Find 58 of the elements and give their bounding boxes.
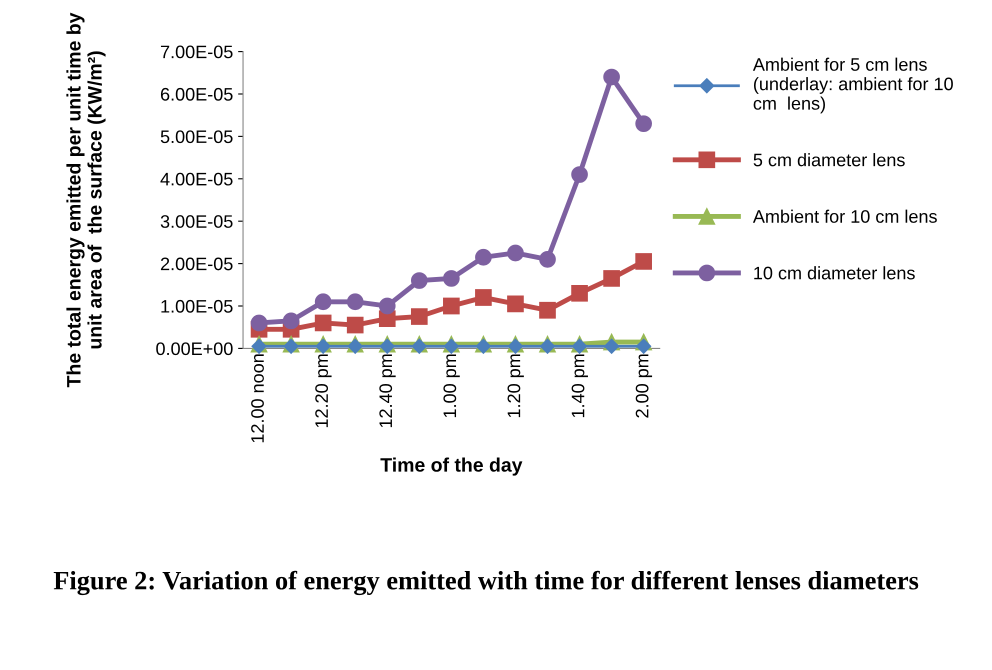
point (346, 316, 364, 334)
point (476, 338, 491, 354)
point (314, 293, 332, 310)
point (251, 338, 267, 354)
point (635, 115, 652, 132)
y-tick-label: 1.00E-05 (161, 300, 233, 313)
point (475, 248, 492, 266)
y-axis-title: The total energy emitted per unit time by unit area of the surface (KW/m²) (66, 12, 106, 388)
point (378, 298, 396, 314)
point (250, 314, 268, 332)
caption: Figure 2: Variation of energy emitted with time for different lenses diameters (54, 570, 918, 596)
point (410, 308, 428, 325)
point (572, 338, 588, 354)
point (636, 338, 652, 354)
point (475, 289, 492, 306)
legend-label: Ambient for 10 cm lens (752, 210, 937, 223)
x-tick-label: 12.20 pm (315, 354, 332, 428)
point (571, 284, 588, 302)
point (539, 302, 556, 319)
x-tick-label: 12.00 noon (251, 354, 264, 442)
point (443, 298, 460, 314)
y-tick-label: 3.00E-05 (160, 215, 233, 228)
y-tick-label: 2.00E-05 (160, 258, 233, 270)
point (604, 338, 620, 354)
point (603, 270, 620, 287)
point (380, 338, 395, 354)
point (539, 251, 556, 268)
x-tick-label: 2.00 pm (636, 354, 652, 418)
point (314, 314, 332, 332)
point (444, 338, 459, 354)
point (507, 244, 524, 262)
y-tick-label: 5.00E-05 (160, 130, 233, 144)
legend-label: 5 cm diameter lens (754, 153, 905, 166)
point (348, 338, 363, 354)
point (635, 253, 652, 270)
y-tick-label: 4.00E-05 (160, 172, 233, 186)
legend-label: 10 cm diameter lens (754, 266, 915, 280)
point (603, 68, 620, 86)
x-tick-label: 1.00 pm (443, 354, 460, 418)
x-tick-label: 1.40 pm (572, 354, 588, 418)
point (282, 312, 300, 330)
point (410, 272, 428, 289)
legend-label: Ambient for 5 cm lens (underlay: ambient for 10 cm lens) (752, 58, 953, 114)
point (412, 338, 427, 354)
point (571, 166, 588, 183)
point (508, 338, 524, 354)
point (507, 296, 524, 312)
point (540, 338, 556, 354)
point (443, 270, 460, 287)
point (316, 338, 331, 354)
y-tick-label: 0.00E+00 (156, 342, 233, 356)
point (346, 293, 364, 310)
point (284, 338, 299, 354)
x-axis-title: Time of the day (380, 458, 522, 476)
x-tick-label: 1.20 pm (508, 354, 524, 418)
y-tick-label: 6.00E-05 (160, 88, 233, 101)
x-tick-label: 12.40 pm (379, 354, 396, 428)
y-tick-label: 7.00E-05 (160, 46, 233, 58)
